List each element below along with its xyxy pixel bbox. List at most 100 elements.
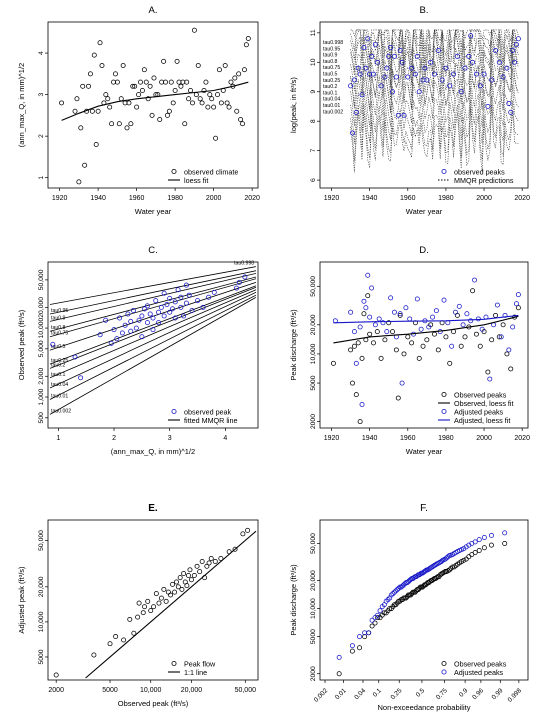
data-point (222, 63, 228, 69)
y-tick-label: 2 (38, 134, 45, 138)
data-point (161, 313, 167, 319)
data-point (391, 589, 397, 595)
data-point (390, 591, 396, 597)
data-point (391, 53, 397, 59)
data-point (197, 96, 203, 102)
legend-symbol (171, 168, 177, 174)
data-point (212, 559, 218, 564)
data-point (172, 315, 178, 321)
data-point (164, 301, 170, 307)
data-point (139, 334, 145, 340)
series-observed-loess-fit (333, 315, 519, 344)
data-point (183, 282, 189, 288)
data-point (130, 83, 136, 89)
data-point (461, 557, 467, 563)
data-point (502, 312, 508, 318)
data-point (78, 375, 84, 381)
legend-label: observed peak (184, 408, 232, 417)
data-point (407, 316, 413, 322)
data-point (466, 53, 472, 59)
data-point (97, 332, 103, 338)
data-point (91, 652, 97, 658)
data-point (384, 65, 390, 71)
data-point (172, 87, 178, 93)
data-point (372, 620, 378, 626)
data-point (351, 329, 357, 335)
panel-label: B. (420, 5, 429, 16)
data-point (493, 48, 498, 53)
data-point (468, 33, 474, 39)
data-point (384, 329, 390, 335)
data-point (374, 329, 380, 335)
data-point (91, 52, 97, 58)
data-point (380, 320, 386, 326)
quantile-label: tau0.9 (51, 315, 66, 321)
y-tick-label: 50,000 (310, 533, 317, 554)
data-point (458, 343, 464, 349)
data-point (353, 360, 359, 366)
data-point (72, 108, 78, 114)
data-point (191, 573, 197, 579)
data-point (510, 324, 516, 330)
y-tick-label: 500 (38, 412, 45, 424)
data-point (208, 556, 214, 561)
data-point (351, 343, 357, 349)
data-point (218, 100, 224, 106)
x-tick-label: 20,000 (181, 687, 203, 694)
data-point (167, 295, 173, 301)
data-point (139, 313, 145, 319)
y-tick-label: 20,000 (310, 314, 317, 335)
data-point (178, 83, 184, 89)
y-tick-label: 10,000 (310, 598, 317, 619)
y-axis: 6 7 8 9 10 11 (310, 29, 320, 182)
plot-frame (319, 261, 529, 429)
data-point (149, 112, 155, 118)
data-point (363, 305, 369, 311)
y-tick-label: 20,000 (38, 297, 45, 318)
panel-label: A. (149, 5, 158, 16)
data-point (185, 573, 191, 579)
data-point (107, 641, 113, 647)
fitted-line (49, 278, 257, 338)
quantile-line (350, 52, 519, 114)
data-point (172, 299, 178, 305)
data-point (485, 103, 491, 109)
data-point (447, 83, 453, 89)
data-point (170, 306, 175, 312)
data-point (215, 92, 220, 98)
data-point (367, 71, 373, 77)
x-axis: 1920 1940 1960 1980 2000 2020 (324, 188, 530, 202)
data-point (111, 327, 117, 333)
data-point (128, 328, 134, 334)
x-tick-label: 1980 (438, 435, 454, 442)
data-point (357, 324, 363, 330)
data-point (489, 337, 495, 343)
data-point (494, 302, 500, 308)
x-tick-label: 1940 (362, 195, 378, 202)
series-loess-fit (61, 81, 249, 121)
data-point (369, 623, 375, 629)
data-point (361, 298, 367, 304)
x-tick-label: 2020 (514, 195, 530, 202)
data-point (201, 87, 207, 93)
x-tick-label: 50,000 (235, 687, 257, 694)
chart-panel-1: A. 1920 1940 1960 1980 2000 2020 1 2 3 4 Water year… (17, 5, 260, 216)
data-point (145, 598, 151, 604)
legend-label: Observed peaks (454, 391, 507, 400)
data-point (489, 77, 495, 83)
data-point (80, 83, 86, 89)
data-point (512, 59, 518, 65)
quantile-label: tau0.8 (323, 59, 338, 65)
data-point (504, 351, 510, 357)
data-point (148, 608, 154, 614)
quantile-line (350, 81, 519, 144)
data-point (200, 304, 206, 310)
data-point (420, 77, 426, 83)
x-tick-label: 0.9 (458, 687, 470, 699)
data-point (135, 614, 141, 620)
data-point (147, 311, 153, 317)
plot-frame (47, 519, 259, 681)
data-point (226, 549, 232, 555)
x-tick-label: 0.1 (372, 687, 384, 699)
